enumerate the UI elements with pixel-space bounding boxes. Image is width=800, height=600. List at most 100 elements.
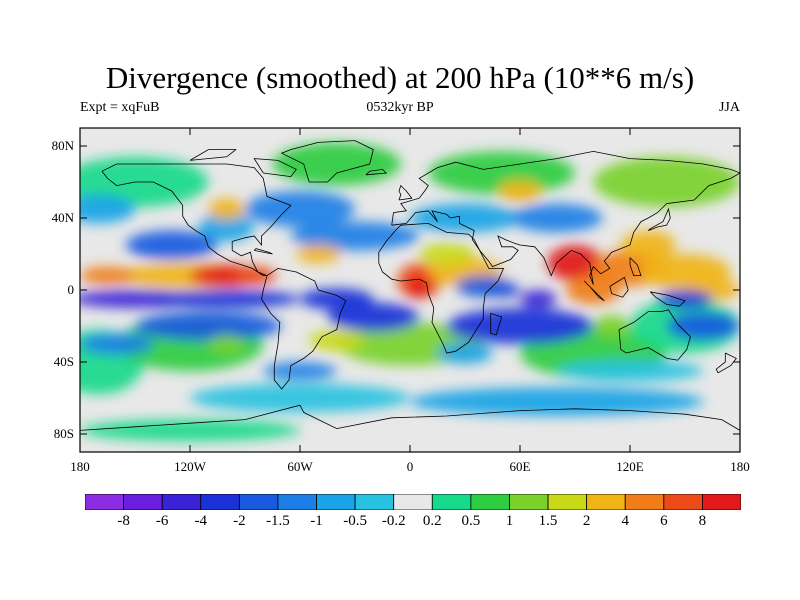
coastline: [583, 280, 605, 302]
colorbar-swatch: [123, 494, 163, 510]
divergence-blob: [263, 362, 337, 380]
x-tick-label: 180: [70, 459, 90, 474]
colorbar-swatch: [547, 494, 588, 510]
coastline: [609, 276, 629, 298]
colorbar-swatch: [663, 494, 703, 510]
coastline: [280, 140, 374, 183]
colorbar-label: 8: [698, 513, 707, 529]
colorbar-label: -2: [233, 513, 246, 529]
colorbar-label: 1: [505, 513, 514, 529]
colorbar-label: 1.5: [538, 513, 558, 529]
colorbar-swatch: [702, 494, 741, 510]
colorbar-swatch: [586, 494, 626, 510]
colorbar-label: 0.5: [461, 513, 481, 529]
colorbar-swatch: [431, 494, 472, 510]
divergence-blob: [309, 329, 365, 352]
divergence-blob: [657, 290, 713, 308]
colorbar-swatch: [393, 494, 433, 510]
colorbar-swatch: [85, 494, 124, 510]
divergence-blob: [272, 142, 401, 186]
y-tick-label: 0: [67, 282, 75, 297]
y-tick-label: 80S: [53, 426, 74, 441]
divergence-blob: [245, 191, 355, 227]
divergence-blob: [666, 311, 740, 341]
colorbar-swatch: [316, 494, 356, 510]
coastline: [253, 248, 273, 255]
colorbar-swatch: [161, 494, 202, 510]
colorbar-label: -6: [155, 513, 169, 529]
colorbar-swatch: [200, 494, 240, 510]
season-label: JJA: [718, 100, 740, 115]
colorbar-label: -1: [310, 513, 323, 529]
divergence-blob: [135, 311, 282, 341]
coastline: [365, 168, 388, 176]
colorbar-swatch: [470, 494, 510, 510]
divergence-blob: [428, 151, 575, 195]
divergence-field: [80, 142, 740, 442]
divergence-blob: [153, 290, 300, 308]
divergence-blob: [410, 387, 704, 416]
divergence-blob: [437, 342, 493, 364]
divergence-blob: [80, 419, 300, 442]
coastline: [101, 163, 292, 276]
coastline: [253, 158, 297, 178]
colorbar-label: -0.2: [381, 513, 406, 529]
coastline: [378, 222, 505, 354]
divergence-blob: [208, 198, 246, 220]
map-panel: [79, 127, 741, 453]
divergence-blob: [199, 212, 255, 242]
colorbar-label: -8: [117, 513, 130, 529]
coastline: [189, 149, 237, 161]
coastlines: [80, 140, 740, 431]
coastline: [648, 207, 671, 231]
x-tick-label: 180: [730, 459, 750, 474]
divergence-blob: [290, 221, 420, 251]
colorbar-label: 2: [582, 513, 591, 529]
divergence-blob: [520, 290, 557, 308]
divergence-blob: [190, 383, 410, 413]
divergence-blob: [446, 308, 594, 344]
y-tick-label: 80N: [51, 138, 74, 153]
x-tick-label: 120E: [616, 459, 644, 474]
coastline: [391, 150, 740, 285]
divergence-blob: [232, 266, 277, 285]
coastline: [80, 404, 740, 431]
colorbar-swatch: [277, 494, 317, 510]
x-tick-label: 0: [406, 459, 414, 474]
divergence-blob: [410, 203, 520, 233]
divergence-blob: [125, 230, 218, 260]
chart-title: Divergence (smoothed) at 200 hPa (10**6 …: [105, 60, 695, 95]
divergence-blob: [556, 360, 704, 382]
divergence-blob: [498, 180, 542, 202]
x-tick-label: 60E: [509, 459, 531, 474]
divergence-blob: [80, 194, 135, 224]
divergence-blob: [593, 156, 740, 208]
x-tick-label: 120W: [174, 459, 206, 474]
colorbar-label: 0.2: [422, 513, 442, 529]
coastline: [649, 291, 686, 307]
colorbar-swatch: [509, 494, 549, 510]
divergence-blob: [296, 245, 341, 263]
coastline: [490, 313, 503, 336]
divergence-blob: [208, 335, 246, 353]
colorbar-label: -1.5: [266, 513, 290, 529]
x-tick-label: 60W: [287, 459, 313, 474]
colorbar-label: 4: [621, 513, 629, 529]
y-tick-label: 40S: [53, 354, 74, 369]
divergence-blob: [80, 266, 135, 285]
divergence-blob: [80, 333, 154, 355]
colorbar-label: 6: [660, 513, 668, 529]
colorbar-label: -4: [194, 513, 208, 529]
period-label: 0532kyr BP: [366, 100, 434, 115]
colorbar: [85, 494, 741, 510]
divergence-blob: [620, 230, 676, 260]
experiment-label: Expt = xqFuB: [80, 100, 160, 115]
coastline: [398, 184, 413, 201]
y-tick-label: 40N: [51, 210, 74, 225]
coastline: [618, 309, 691, 361]
divergence-blob: [455, 275, 511, 298]
divergence-blob: [408, 275, 431, 298]
divergence-blob: [327, 302, 420, 332]
divergence-blob: [510, 203, 603, 233]
colorbar-swatch: [354, 494, 395, 510]
